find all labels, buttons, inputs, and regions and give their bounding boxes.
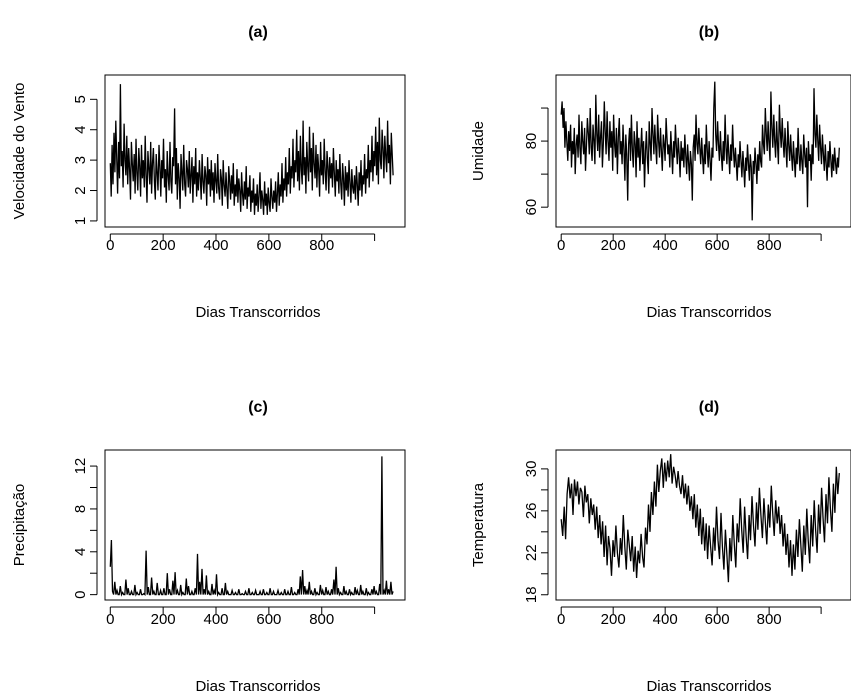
y-tick-label: 3 xyxy=(72,156,89,164)
x-tick-label: 600 xyxy=(256,237,281,254)
plot-frame xyxy=(555,74,851,228)
chart-panel-3: 0 200 400 600 800 0 4 8 12 (c) Dias Transcorridos P… xyxy=(11,399,406,695)
x-axis-label: Dias Transcorridos xyxy=(195,304,320,321)
series-line-1 xyxy=(109,84,394,215)
x-tick-label: 400 xyxy=(203,237,228,254)
y-axis-label: Temperatura xyxy=(470,482,487,567)
y-tick-label: 26 xyxy=(523,502,540,519)
y-tick-label: 22 xyxy=(523,544,540,561)
x-tick-label: 200 xyxy=(601,611,626,628)
x-tick-label: 400 xyxy=(653,611,678,628)
x-tick-label: 400 xyxy=(203,611,228,628)
y-axis-label: Precipitação xyxy=(11,484,28,567)
y-tick-label: 30 xyxy=(523,461,540,478)
x-tick-label: 800 xyxy=(309,237,334,254)
x-tick-label: 0 xyxy=(106,611,114,628)
y-tick-label: 4 xyxy=(72,548,89,556)
series-line-1 xyxy=(560,81,840,221)
chart-panel-1: 0 200 400 600 800 1 2 3 4 5 (a) Dias Transcorridos V… xyxy=(11,24,406,321)
y-tick-label: 5 xyxy=(72,95,89,103)
chart-title: (d) xyxy=(699,399,719,416)
x-axis-label: Dias Transcorridos xyxy=(646,678,771,695)
chart-panel-2: 0 200 400 600 800 60 80 (b) Dias Transcorridos Um… xyxy=(470,24,851,321)
y-tick-label: 1 xyxy=(72,217,89,225)
plot-frame xyxy=(104,74,406,228)
y-tick-label: 12 xyxy=(72,458,89,475)
x-tick-label: 200 xyxy=(151,237,176,254)
plot-frame xyxy=(104,449,406,601)
y-axis-label: Velocidade do Vento xyxy=(11,83,28,220)
series-line-1 xyxy=(560,454,840,583)
x-tick-label: 800 xyxy=(757,611,782,628)
chart-panel-4: 0 200 400 600 800 18 22 26 30 (d) Dias Transcorrid… xyxy=(470,399,851,695)
x-tick-label: 600 xyxy=(705,237,730,254)
y-tick-label: 2 xyxy=(72,186,89,194)
x-tick-label: 800 xyxy=(309,611,334,628)
x-tick-label: 200 xyxy=(601,237,626,254)
chart-title: (a) xyxy=(248,24,268,41)
y-tick-label: 4 xyxy=(72,126,89,134)
x-tick-label: 0 xyxy=(557,611,565,628)
plot-frame xyxy=(555,449,851,601)
x-tick-label: 0 xyxy=(557,237,565,254)
x-axis-label: Dias Transcorridos xyxy=(646,304,771,321)
x-tick-label: 200 xyxy=(151,611,176,628)
x-tick-label: 0 xyxy=(106,237,114,254)
x-tick-label: 800 xyxy=(757,237,782,254)
x-tick-label: 600 xyxy=(705,611,730,628)
x-tick-label: 400 xyxy=(653,237,678,254)
y-tick-label: 18 xyxy=(523,586,540,603)
chart-title: (c) xyxy=(248,399,268,416)
x-axis-label: Dias Transcorridos xyxy=(195,678,320,695)
y-tick-label: 0 xyxy=(72,590,89,598)
y-axis-label: Umidade xyxy=(470,121,487,181)
x-tick-label: 600 xyxy=(256,611,281,628)
y-tick-label: 80 xyxy=(523,133,540,150)
chart-title: (b) xyxy=(699,24,719,41)
y-tick-label: 60 xyxy=(523,199,540,216)
series-line-1 xyxy=(109,456,394,597)
y-tick-label: 8 xyxy=(72,505,89,513)
